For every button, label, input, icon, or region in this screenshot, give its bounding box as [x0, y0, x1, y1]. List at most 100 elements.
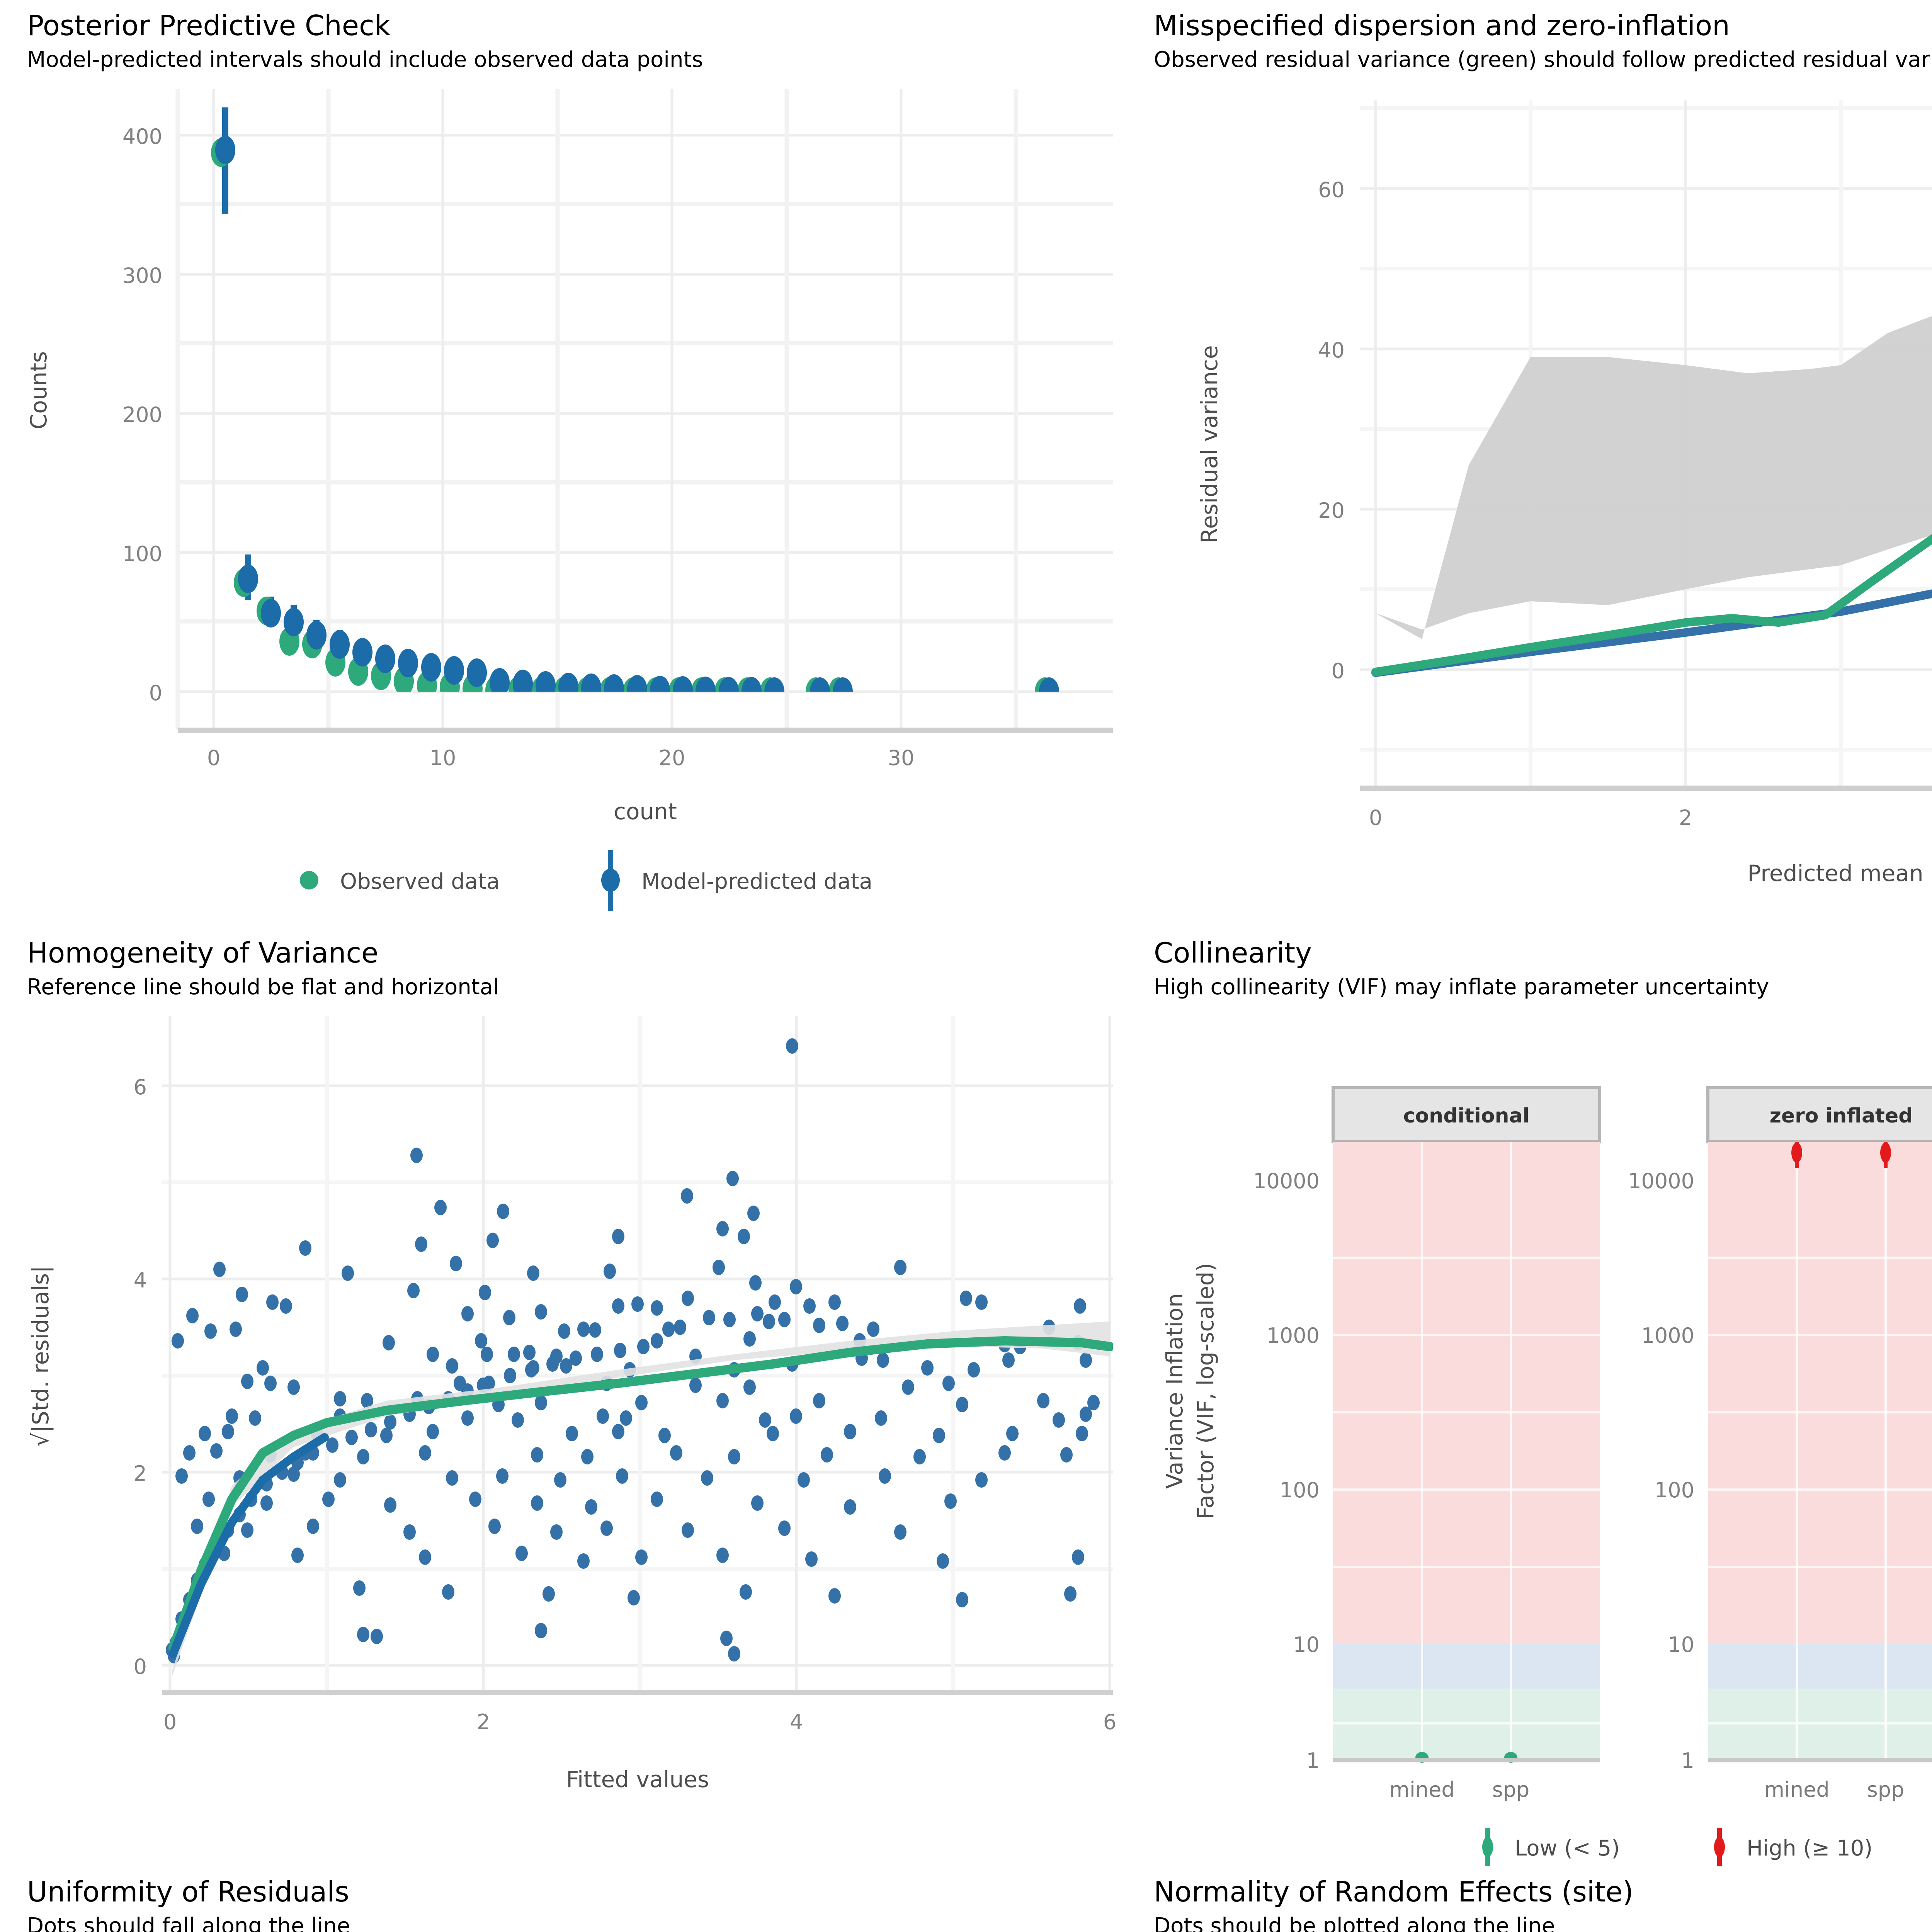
svg-text:300: 300 [122, 264, 162, 288]
svg-text:1000: 1000 [1641, 1323, 1694, 1348]
panel-1-data [211, 107, 1059, 692]
svg-text:4: 4 [134, 1268, 147, 1293]
svg-text:mined: mined [1764, 1777, 1829, 1802]
panel-posterior-predictive-check: Posterior Predictive Check Model-predict… [0, 0, 1144, 927]
panel-2-header: Misspecified dispersion and zero-inflati… [1154, 9, 1932, 72]
panel-normality-of-random-effects: Normality of Random Effects (site) Dots … [1144, 1866, 1932, 1932]
panel-4-y-axis-title: Variance Inflation Factor (VIF, log-scal… [1162, 1263, 1219, 1519]
std-residual-points [166, 1038, 1100, 1663]
panel-2-data [1371, 316, 1932, 677]
model-predicted-points [215, 136, 1059, 692]
svg-text:1: 1 [1306, 1748, 1320, 1773]
svg-text:10000: 10000 [1628, 1169, 1694, 1193]
legend-low-label: Low (< 5) [1515, 1836, 1620, 1861]
svg-text:400: 400 [122, 124, 162, 149]
model-predicted-ranges [222, 107, 480, 677]
panel-2-subtitle: Observed residual variance (green) shoul… [1154, 47, 1932, 72]
svg-text:4: 4 [790, 1710, 803, 1734]
svg-text:6: 6 [1103, 1710, 1116, 1734]
facet-zero-inflated-label: zero inflated [1770, 1104, 1913, 1128]
svg-text:40: 40 [1318, 338, 1345, 362]
svg-text:spp: spp [1867, 1777, 1905, 1802]
facet-conditional-x-ticks: mined spp [1389, 1777, 1529, 1802]
panel-3-y-axis-title: √|Std. residuals| [27, 1265, 54, 1447]
vif-points-zero-inflated [1791, 1142, 1891, 1168]
panel-5-title: Uniformity of Residuals [27, 1876, 349, 1908]
panel-2-y-axis-title: Residual variance [1196, 345, 1223, 543]
svg-text:100: 100 [1280, 1478, 1320, 1502]
legend-high-label: High (≥ 10) [1747, 1836, 1872, 1861]
facet-zero-inflated-strip [1706, 1086, 1932, 1143]
confidence-ribbon [1376, 316, 1932, 639]
band-high-zeroinflated [1708, 1142, 1932, 1644]
legend-observed-marker [300, 871, 318, 889]
panel-6-title: Normality of Random Effects (site) [1154, 1876, 1634, 1908]
facet-zero-inflated-x-ticks: mined spp [1764, 1777, 1904, 1802]
svg-text:100: 100 [1655, 1478, 1694, 1502]
panel-misspecified-dispersion: Misspecified dispersion and zero-inflati… [1144, 0, 1932, 927]
svg-text:0: 0 [149, 681, 162, 705]
svg-text:20: 20 [1318, 498, 1345, 523]
svg-text:20: 20 [659, 746, 685, 770]
svg-text:1000: 1000 [1267, 1323, 1320, 1348]
band-mid-conditional [1333, 1644, 1600, 1689]
legend-predicted-marker [601, 869, 620, 892]
svg-text:1: 1 [1681, 1748, 1694, 1773]
facet-conditional-strip [1332, 1086, 1601, 1143]
panel-4-y-axis-line1: Variance Inflation [1162, 1293, 1188, 1489]
facet-zero-inflated: zero inflated [1628, 1086, 1932, 1802]
svg-text:10: 10 [430, 746, 456, 770]
svg-text:200: 200 [122, 403, 162, 427]
panel-4-legend: Low (< 5) High (≥ 10) NA [1482, 1828, 1872, 1866]
panel-1-subtitle: Model-predicted intervals should include… [27, 47, 703, 72]
panel-1-legend: Observed data Model-predicted data [300, 850, 872, 911]
svg-text:0: 0 [1332, 659, 1345, 683]
panel-1-x-ticks: 0 10 20 30 [207, 746, 915, 770]
legend-predicted-label: Model-predicted data [641, 869, 872, 894]
facet-conditional-label: conditional [1403, 1104, 1530, 1128]
svg-text:2: 2 [134, 1461, 147, 1486]
panel-6-subtitle: Dots should be plotted along the line [1154, 1913, 1555, 1932]
panel-5-subtitle: Dots should fall along the line [27, 1913, 350, 1932]
panel-3-plot: 0 2 4 6 0 2 4 6 Fitted values √|Std. res… [27, 1016, 1116, 1793]
panel-1-x-axis-title: count [614, 798, 677, 825]
svg-text:6: 6 [134, 1075, 147, 1099]
panel-2-x-ticks: 0 2 4 6 [1369, 806, 1692, 830]
panel-5-header: Uniformity of Residuals Dots should fall… [27, 1876, 350, 1932]
panel-1-y-axis-title: Counts [26, 351, 52, 429]
observed-variance-line [1371, 534, 1932, 676]
panel-3-subtitle: Reference line should be flat and horizo… [27, 975, 499, 1000]
panel-3-y-axis-label-text: √|Std. residuals| [27, 1265, 54, 1447]
svg-text:2: 2 [1679, 806, 1692, 830]
panel-collinearity: Collinearity High collinearity (VIF) may… [1144, 927, 1932, 1866]
panel-2-title: Misspecified dispersion and zero-inflati… [1154, 9, 1730, 42]
svg-text:0: 0 [207, 746, 220, 770]
panel-homogeneity-of-variance: Homogeneity of Variance Reference line s… [0, 927, 1144, 1866]
panel-2-y-ticks: 0 20 40 60 [1318, 178, 1345, 683]
svg-text:100: 100 [122, 542, 162, 566]
panel-3-smooth-line [168, 1336, 1113, 1653]
legend-low-marker [1482, 1837, 1493, 1857]
panel-1-gridlines [175, 89, 1113, 730]
legend-observed-label: Observed data [340, 869, 500, 894]
facet-conditional: conditional [1253, 1086, 1601, 1802]
facet-zero-inflated-y-ticks: 1 10 100 1000 10000 [1628, 1169, 1694, 1773]
panel-3-x-ticks: 0 2 4 6 [163, 1710, 1116, 1734]
svg-text:2: 2 [477, 1710, 490, 1734]
panel-1-header: Posterior Predictive Check Model-predict… [27, 9, 703, 72]
panel-3-lower-line [169, 1433, 329, 1658]
facet-conditional-y-ticks: 1 10 100 1000 10000 [1253, 1169, 1320, 1773]
panel-4-subtitle: High collinearity (VIF) may inflate para… [1154, 975, 1769, 1000]
panel-1-y-ticks: 0 100 200 300 400 [122, 124, 162, 705]
svg-text:spp: spp [1492, 1777, 1530, 1802]
legend-high-marker [1714, 1837, 1725, 1857]
panel-6-header: Normality of Random Effects (site) Dots … [1154, 1876, 1633, 1932]
panel-3-data [166, 1038, 1113, 1677]
svg-text:30: 30 [888, 746, 915, 770]
panel-1-title: Posterior Predictive Check [27, 9, 391, 42]
panel-3-gridlines [162, 1016, 1113, 1692]
svg-text:10: 10 [1293, 1633, 1320, 1657]
svg-text:60: 60 [1318, 178, 1345, 202]
panel-uniformity-of-residuals: Uniformity of Residuals Dots should fall… [0, 1866, 1144, 1932]
